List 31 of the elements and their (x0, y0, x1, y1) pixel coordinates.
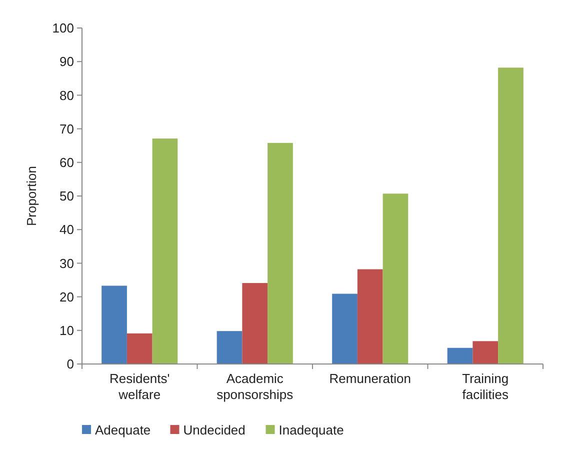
y-tick-label: 20 (60, 289, 74, 304)
bar (268, 142, 293, 364)
bar (242, 283, 268, 364)
x-tick-label: Academic sponsorships (216, 371, 294, 402)
x-tick-label: Residents' welfare (109, 371, 170, 402)
y-axis-title: Proportion (24, 166, 39, 226)
bar (102, 286, 127, 364)
bar (152, 138, 178, 364)
bar (447, 348, 473, 364)
y-tick-label: 80 (60, 88, 74, 103)
legend-label: Undecided (183, 422, 246, 438)
x-tick-label: Remuneration (329, 371, 411, 386)
y-tick-label: 10 (60, 322, 74, 338)
y-tick-label: 50 (60, 188, 74, 204)
x-tick-label: Training facilities (462, 371, 509, 402)
legend-label: Inadequate (278, 422, 344, 438)
y-tick-label: 30 (60, 256, 74, 271)
bar (332, 294, 358, 364)
y-tick-label: 100 (52, 20, 74, 36)
y-tick-label: 0 (66, 356, 74, 372)
bar (382, 194, 408, 364)
bar (216, 331, 242, 364)
y-tick-label: 70 (60, 121, 74, 136)
bar (126, 333, 152, 364)
y-tick-label: 40 (60, 222, 74, 238)
legend-label: Adequate (95, 422, 151, 438)
bar (357, 269, 383, 364)
bar (472, 341, 498, 364)
y-tick-label: 90 (60, 54, 74, 70)
y-tick-label: 60 (60, 154, 74, 170)
bar (498, 68, 524, 364)
